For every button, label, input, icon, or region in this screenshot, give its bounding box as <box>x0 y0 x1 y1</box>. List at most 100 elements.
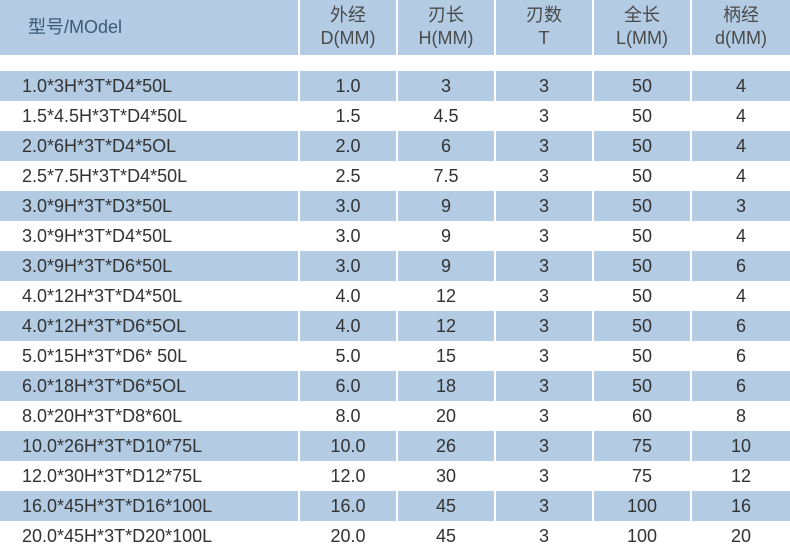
cell-h: 20 <box>398 401 496 431</box>
cell-t: 3 <box>496 521 594 551</box>
cell-t: 3 <box>496 401 594 431</box>
col-header-h: 刃长 H(MM) <box>398 0 496 55</box>
cell-model: 5.0*15H*3T*D6* 50L <box>0 341 300 371</box>
cell-l: 100 <box>594 521 692 551</box>
cell-d: 3.0 <box>300 251 398 281</box>
cell-l: 75 <box>594 461 692 491</box>
cell-dd: 6 <box>692 251 790 281</box>
cell-h: 15 <box>398 341 496 371</box>
col-header-dd-line1: 柄经 <box>723 4 759 27</box>
cell-model: 10.0*26H*3T*D10*75L <box>0 431 300 461</box>
cell-model: 4.0*12H*3T*D6*5OL <box>0 311 300 341</box>
cell-l: 75 <box>594 431 692 461</box>
cell-t: 3 <box>496 191 594 221</box>
cell-h: 7.5 <box>398 161 496 191</box>
cell-l: 50 <box>594 251 692 281</box>
table-row: 1.0*3H*3T*D4*50L1.033504 <box>0 71 790 101</box>
cell-d: 12.0 <box>300 461 398 491</box>
cell-dd: 12 <box>692 461 790 491</box>
cell-d: 16.0 <box>300 491 398 521</box>
cell-h: 9 <box>398 221 496 251</box>
cell-d: 4.0 <box>300 281 398 311</box>
table-body: 1.0*3H*3T*D4*50L1.0335041.5*4.5H*3T*D4*5… <box>0 71 790 551</box>
cell-d: 20.0 <box>300 521 398 551</box>
cell-model: 20.0*45H*3T*D20*100L <box>0 521 300 551</box>
cell-model: 6.0*18H*3T*D6*5OL <box>0 371 300 401</box>
header-body-spacer <box>0 57 790 71</box>
table-row: 2.0*6H*3T*D4*5OL2.063504 <box>0 131 790 161</box>
col-header-t: 刃数 T <box>496 0 594 55</box>
cell-d: 4.0 <box>300 311 398 341</box>
cell-l: 100 <box>594 491 692 521</box>
cell-t: 3 <box>496 491 594 521</box>
col-header-dd-line2: d(MM) <box>715 27 767 50</box>
cell-t: 3 <box>496 221 594 251</box>
col-header-model-label: 型号/MOdel <box>28 16 122 39</box>
cell-dd: 4 <box>692 281 790 311</box>
cell-model: 1.5*4.5H*3T*D4*50L <box>0 101 300 131</box>
table-row: 4.0*12H*3T*D6*5OL4.0123506 <box>0 311 790 341</box>
cell-h: 45 <box>398 491 496 521</box>
cell-model: 8.0*20H*3T*D8*60L <box>0 401 300 431</box>
cell-d: 1.0 <box>300 71 398 101</box>
cell-l: 50 <box>594 371 692 401</box>
cell-t: 3 <box>496 131 594 161</box>
cell-dd: 4 <box>692 101 790 131</box>
col-header-h-line2: H(MM) <box>419 27 474 50</box>
cell-model: 3.0*9H*3T*D3*50L <box>0 191 300 221</box>
cell-d: 6.0 <box>300 371 398 401</box>
col-header-l-line2: L(MM) <box>616 27 668 50</box>
cell-h: 45 <box>398 521 496 551</box>
cell-l: 50 <box>594 281 692 311</box>
cell-model: 4.0*12H*3T*D4*50L <box>0 281 300 311</box>
cell-l: 50 <box>594 161 692 191</box>
cell-h: 4.5 <box>398 101 496 131</box>
cell-t: 3 <box>496 161 594 191</box>
cell-dd: 4 <box>692 131 790 161</box>
cell-dd: 6 <box>692 341 790 371</box>
cell-d: 8.0 <box>300 401 398 431</box>
cell-d: 1.5 <box>300 101 398 131</box>
cell-l: 50 <box>594 71 692 101</box>
cell-dd: 3 <box>692 191 790 221</box>
table-row: 5.0*15H*3T*D6* 50L5.0153506 <box>0 341 790 371</box>
cell-l: 50 <box>594 221 692 251</box>
cell-dd: 4 <box>692 71 790 101</box>
table-row: 20.0*45H*3T*D20*100L20.045310020 <box>0 521 790 551</box>
cell-l: 60 <box>594 401 692 431</box>
col-header-t-line1: 刃数 <box>526 4 562 27</box>
cell-dd: 20 <box>692 521 790 551</box>
col-header-d-line1: 外经 <box>330 4 366 27</box>
cell-dd: 4 <box>692 161 790 191</box>
cell-model: 1.0*3H*3T*D4*50L <box>0 71 300 101</box>
col-header-d-line2: D(MM) <box>321 27 376 50</box>
cell-h: 9 <box>398 191 496 221</box>
col-header-h-line1: 刃长 <box>428 4 464 27</box>
table-row: 3.0*9H*3T*D4*50L3.093504 <box>0 221 790 251</box>
table-header: 型号/MOdel 外经 D(MM) 刃长 H(MM) 刃数 T 全长 L(MM)… <box>0 0 790 57</box>
col-header-l-line1: 全长 <box>624 4 660 27</box>
cell-dd: 6 <box>692 371 790 401</box>
cell-h: 3 <box>398 71 496 101</box>
cell-l: 50 <box>594 191 692 221</box>
cell-model: 3.0*9H*3T*D4*50L <box>0 221 300 251</box>
cell-dd: 8 <box>692 401 790 431</box>
cell-d: 5.0 <box>300 341 398 371</box>
table-row: 16.0*45H*3T*D16*100L16.045310016 <box>0 491 790 521</box>
table-row: 12.0*30H*3T*D12*75L12.03037512 <box>0 461 790 491</box>
cell-t: 3 <box>496 371 594 401</box>
cell-t: 3 <box>496 101 594 131</box>
cell-model: 2.0*6H*3T*D4*5OL <box>0 131 300 161</box>
table-row: 6.0*18H*3T*D6*5OL6.0183506 <box>0 371 790 401</box>
cell-h: 12 <box>398 311 496 341</box>
cell-l: 50 <box>594 311 692 341</box>
cell-model: 3.0*9H*3T*D6*50L <box>0 251 300 281</box>
col-header-d: 外经 D(MM) <box>300 0 398 55</box>
cell-t: 3 <box>496 251 594 281</box>
cell-t: 3 <box>496 71 594 101</box>
cell-d: 3.0 <box>300 221 398 251</box>
cell-h: 30 <box>398 461 496 491</box>
cell-model: 2.5*7.5H*3T*D4*50L <box>0 161 300 191</box>
table-row: 1.5*4.5H*3T*D4*50L1.54.53504 <box>0 101 790 131</box>
cell-dd: 16 <box>692 491 790 521</box>
